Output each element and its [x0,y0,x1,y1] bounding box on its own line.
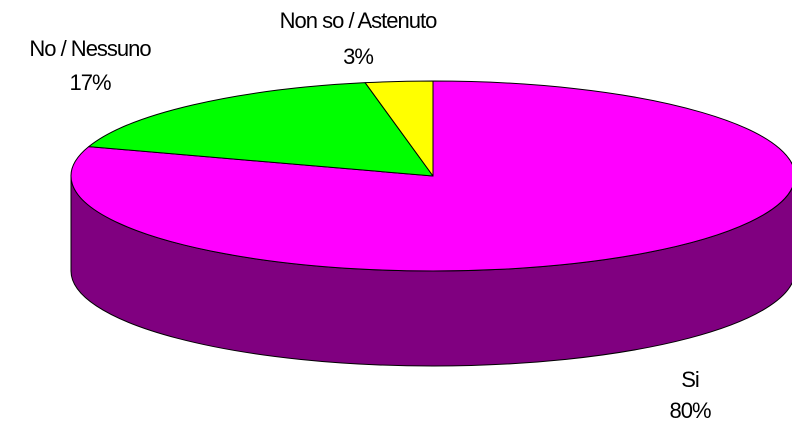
slice-label-group-no-nessuno: No / Nessuno 17% [29,36,152,95]
slice-percent-non-so-astenuto: 3% [343,44,373,69]
pie-top-layer [70,80,792,272]
slice-label-non-so-astenuto: Non so / Astenuto [280,8,437,33]
slice-percent-si: 80% [669,398,710,423]
slice-label-group-si: Si 80% [669,367,711,423]
slice-label-no-nessuno: No / Nessuno [29,36,151,61]
slice-label-group-non-so-astenuto: Non so / Astenuto 3% [280,8,438,69]
slice-label-si: Si [681,367,699,392]
slice-percent-no-nessuno: 17% [69,70,110,95]
pie-slice-no-nessuno [88,82,434,177]
pie-slice-non-so-astenuto [364,80,434,177]
